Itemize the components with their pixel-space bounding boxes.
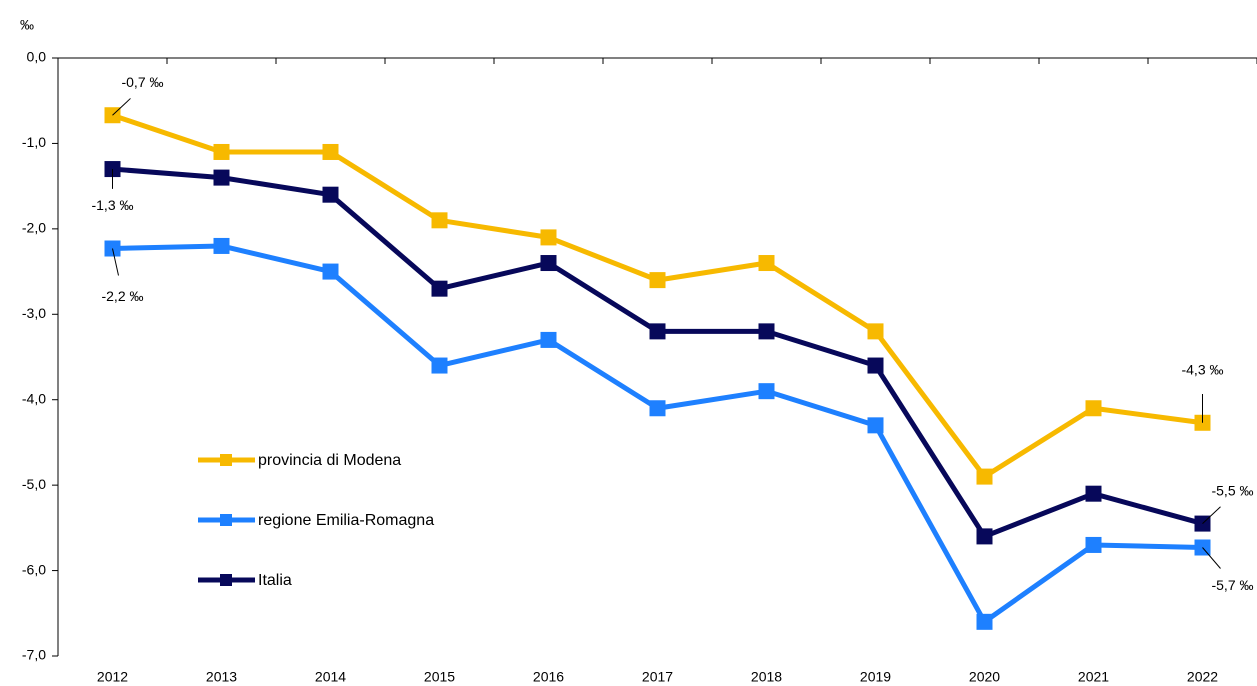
y-tick-label: -7,0 bbox=[22, 647, 46, 663]
x-tick-label: 2021 bbox=[1078, 669, 1109, 685]
data-label: -5,5 ‰ bbox=[1211, 482, 1253, 498]
legend-marker bbox=[220, 574, 232, 586]
legend-marker bbox=[220, 454, 232, 466]
series-line bbox=[111, 112, 1203, 480]
label-leader bbox=[112, 98, 131, 116]
data-point bbox=[1085, 485, 1102, 502]
data-point bbox=[431, 280, 448, 297]
x-tick-label: 2015 bbox=[424, 669, 455, 685]
x-tick-label: 2012 bbox=[97, 669, 128, 685]
data-point bbox=[1085, 536, 1102, 553]
data-label: -4,3 ‰ bbox=[1181, 361, 1223, 377]
data-point bbox=[867, 357, 884, 374]
data-point bbox=[213, 143, 230, 160]
data-point bbox=[431, 212, 448, 229]
y-tick-label: -4,0 bbox=[22, 390, 46, 406]
data-label: -0,7 ‰ bbox=[121, 74, 163, 90]
y-tick-label: -3,0 bbox=[22, 305, 46, 321]
series-line bbox=[112, 243, 1203, 625]
data-point bbox=[758, 383, 775, 400]
data-point bbox=[649, 400, 666, 417]
label-leader bbox=[1202, 506, 1221, 524]
y-tick-label: -2,0 bbox=[22, 220, 46, 236]
data-point bbox=[758, 255, 775, 272]
data-point bbox=[540, 229, 557, 246]
data-label: -5,7 ‰ bbox=[1211, 577, 1253, 593]
data-point bbox=[976, 613, 993, 630]
data-point bbox=[758, 323, 775, 340]
y-tick-label: -6,0 bbox=[22, 561, 46, 577]
y-tick-label: 0,0 bbox=[27, 49, 47, 65]
legend-label: provincia di Modena bbox=[258, 452, 401, 469]
data-point bbox=[540, 331, 557, 348]
series-line bbox=[112, 166, 1204, 539]
data-point bbox=[213, 237, 230, 254]
x-tick-label: 2017 bbox=[642, 669, 673, 685]
label-leader bbox=[112, 248, 119, 276]
data-point bbox=[540, 255, 557, 272]
x-tick-label: 2022 bbox=[1187, 669, 1218, 685]
data-point bbox=[976, 468, 993, 485]
y-axis-unit: ‰ bbox=[20, 17, 34, 33]
legend-marker bbox=[220, 514, 232, 526]
data-point bbox=[322, 143, 339, 160]
data-point bbox=[867, 323, 884, 340]
label-leader bbox=[1202, 547, 1221, 569]
data-point bbox=[322, 263, 339, 280]
x-tick-label: 2016 bbox=[533, 669, 564, 685]
data-point bbox=[431, 357, 448, 374]
data-point bbox=[976, 528, 993, 545]
data-label: -1,3 ‰ bbox=[91, 197, 133, 213]
legend-label: Italia bbox=[258, 572, 292, 589]
y-tick-label: -5,0 bbox=[22, 476, 46, 492]
legend-label: regione Emilia-Romagna bbox=[258, 512, 434, 529]
y-tick-label: -1,0 bbox=[22, 134, 46, 150]
data-point bbox=[1085, 400, 1102, 417]
data-point bbox=[649, 323, 666, 340]
data-label: -2,2 ‰ bbox=[101, 288, 143, 304]
data-point bbox=[867, 417, 884, 434]
x-tick-label: 2019 bbox=[860, 669, 891, 685]
data-point bbox=[213, 169, 230, 186]
x-tick-label: 2013 bbox=[206, 669, 237, 685]
x-tick-label: 2018 bbox=[751, 669, 782, 685]
x-tick-label: 2014 bbox=[315, 669, 346, 685]
x-tick-label: 2020 bbox=[969, 669, 1000, 685]
data-point bbox=[649, 272, 666, 289]
data-point bbox=[322, 186, 339, 203]
